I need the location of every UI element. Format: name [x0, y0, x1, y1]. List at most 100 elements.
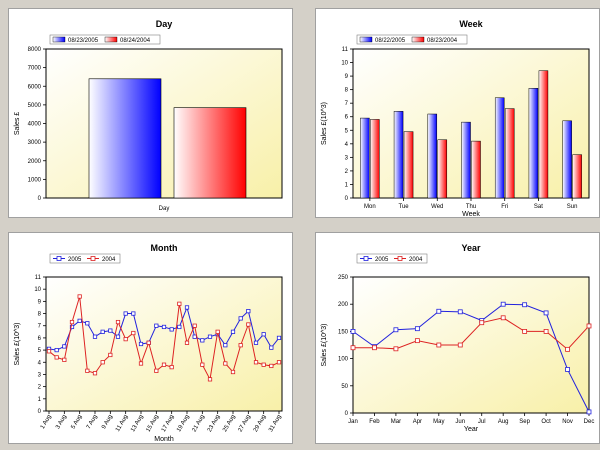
data-point — [192, 323, 197, 328]
y-tick-label: 6 — [345, 115, 349, 121]
legend-swatch — [104, 36, 118, 43]
x-tick-label: 23 Aug — [207, 414, 222, 433]
y-tick-label: 5 — [38, 348, 42, 354]
y-tick-label: 2000 — [28, 159, 42, 165]
data-point — [238, 316, 243, 321]
x-tick-label: 1 Aug — [40, 414, 53, 430]
data-point — [138, 361, 144, 366]
data-point — [393, 327, 399, 333]
y-tick-label: 3000 — [28, 140, 42, 146]
legend-entry: 08/22/2005 — [375, 38, 406, 44]
data-point — [500, 315, 506, 321]
y-tick-label: 3 — [345, 155, 349, 161]
bar — [471, 140, 481, 199]
chart-svg: Day 0 1000 2000 3000 4000 5000 6000 7000 8000 Sale… — [14, 19, 283, 212]
data-point — [372, 345, 377, 351]
x-tick-label: Dec — [584, 419, 595, 425]
data-point — [154, 323, 159, 328]
y-tick-label: 5 — [345, 128, 349, 134]
data-point — [522, 302, 528, 308]
y-tick-label: 0 — [345, 411, 349, 417]
x-tick-label: Feb — [369, 419, 380, 425]
y-tick-label: 6000 — [28, 84, 42, 90]
legend-swatch — [363, 256, 369, 261]
x-tick-label: 9 Aug — [101, 414, 114, 430]
chart-svg: Month 0 1 2 3 4 5 6 7 8 9 10 11 Sales £(10^3) 2005 2004… — [14, 243, 283, 443]
bar — [393, 111, 404, 199]
data-point — [246, 309, 251, 314]
bar — [360, 117, 370, 199]
chart-title: Day — [156, 19, 173, 29]
data-point — [586, 409, 592, 415]
data-point — [54, 355, 59, 360]
legend-swatch — [90, 256, 96, 261]
data-point — [436, 308, 442, 314]
y-tick-label: 4 — [38, 360, 42, 366]
data-point — [46, 349, 52, 354]
data-point — [138, 341, 144, 347]
y-tick-label: 8 — [38, 312, 42, 318]
data-point — [565, 367, 570, 372]
x-tick-label: Sep — [519, 419, 530, 425]
data-point — [269, 363, 274, 369]
data-point — [223, 361, 228, 366]
data-point — [500, 301, 506, 307]
data-point — [85, 368, 90, 373]
data-point — [184, 340, 190, 345]
x-tick-label: Fri — [501, 204, 508, 210]
data-point — [230, 329, 236, 334]
y-tick-label: 8 — [345, 88, 349, 94]
data-point — [146, 340, 151, 345]
y-tick-label: 0 — [38, 409, 42, 415]
data-point — [100, 329, 105, 334]
data-point — [246, 322, 251, 327]
legend-entry: 08/23/2005 — [68, 38, 99, 44]
data-point — [543, 310, 549, 316]
data-point — [261, 332, 266, 337]
x-tick-label: 19 Aug — [176, 414, 191, 433]
data-point — [543, 329, 549, 334]
x-tick-label: Jan — [348, 419, 358, 425]
legend-swatch — [52, 36, 66, 43]
legend-entry: 2004 — [102, 257, 116, 263]
chart-title: Week — [459, 19, 483, 29]
y-tick-label: 7 — [38, 324, 42, 330]
data-point — [200, 362, 205, 367]
data-point — [169, 327, 174, 332]
data-point — [414, 338, 420, 344]
y-tick-label: 4 — [345, 142, 349, 148]
bar — [562, 120, 572, 199]
x-axis-label: Week — [462, 211, 480, 218]
x-axis-label: Day — [159, 206, 170, 212]
x-tick-label: Tue — [399, 204, 410, 210]
legend-swatch — [56, 256, 62, 261]
legend-swatch — [397, 256, 403, 261]
data-point — [253, 360, 259, 365]
data-point — [62, 357, 67, 362]
x-tick-label: 13 Aug — [130, 414, 145, 433]
x-tick-label: Jun — [455, 419, 465, 425]
bar — [504, 108, 515, 199]
bar — [572, 154, 582, 199]
bar — [494, 97, 505, 199]
data-point — [161, 324, 167, 330]
data-point — [77, 294, 82, 299]
data-point — [350, 345, 356, 351]
data-point — [115, 334, 121, 339]
y-tick-label: 150 — [338, 329, 349, 335]
data-point — [223, 343, 228, 348]
x-tick-label: 15 Aug — [146, 414, 161, 433]
y-tick-label: 1 — [38, 397, 42, 403]
bar — [88, 78, 162, 199]
x-tick-label: 29 Aug — [253, 414, 268, 433]
chart-panel-week: Week 0 1 2 3 4 5 6 7 8 9 10 11 Sales £(10^3) 08/22/200… — [315, 8, 600, 218]
y-tick-label: 9 — [345, 74, 349, 80]
bar — [403, 131, 414, 199]
x-axis-label: Month — [154, 436, 174, 443]
data-point — [261, 362, 266, 367]
y-tick-label: 6 — [38, 336, 42, 342]
y-tick-label: 0 — [38, 196, 42, 202]
y-tick-label: 50 — [341, 384, 348, 390]
data-point — [77, 318, 82, 323]
plot-area — [352, 276, 590, 414]
